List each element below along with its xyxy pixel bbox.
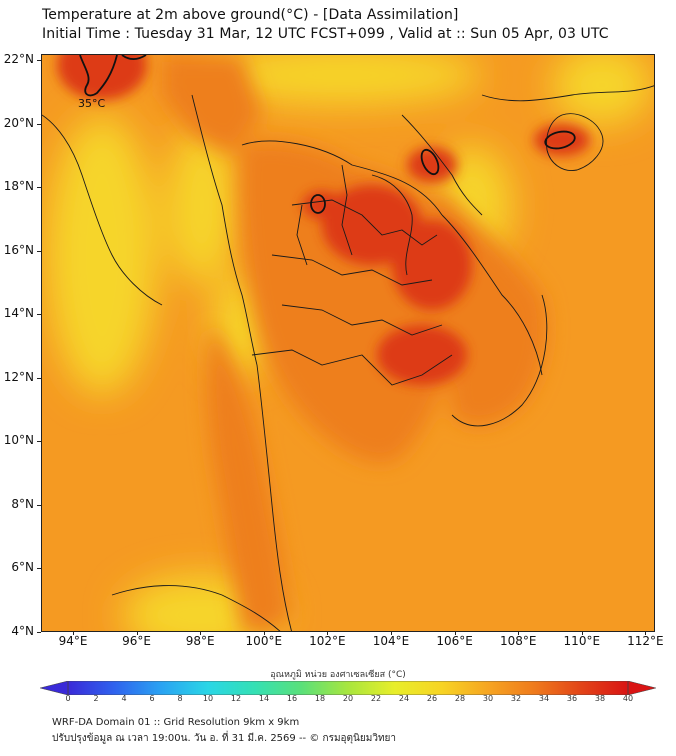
lat-label: 6°N xyxy=(11,560,34,574)
colorbar-tick-label: 38 xyxy=(594,694,606,703)
lat-tick xyxy=(37,187,41,188)
lat-label: 22°N xyxy=(3,52,34,66)
lat-tick xyxy=(37,123,41,125)
colorbar-tick-label: 34 xyxy=(538,694,550,703)
lon-label: 108°E xyxy=(499,634,537,648)
colorbar-tick-label: 22 xyxy=(370,694,382,703)
colorbar-right-arrow xyxy=(628,681,656,695)
colorbar-gradient xyxy=(68,681,628,695)
lon-label: 112°E xyxy=(627,634,664,648)
colorbar-tick-label: 32 xyxy=(510,694,522,703)
lon-label: 106°E xyxy=(436,634,473,648)
lat-tick xyxy=(37,568,41,569)
35c-contours xyxy=(79,55,576,214)
colorbar-tick-label: 4 xyxy=(121,694,127,703)
lon-label: 96°E xyxy=(122,634,152,648)
lat-label: 14°N xyxy=(3,306,34,320)
lon-tick xyxy=(391,631,392,635)
colorbar-tick-label: 14 xyxy=(258,694,270,703)
lon-label: 110°E xyxy=(563,634,601,648)
lon-tick xyxy=(200,631,202,635)
temperature-map: 35°C xyxy=(41,54,655,632)
colorbar-tick-label: 24 xyxy=(398,694,410,703)
colorbar-tick-label: 8 xyxy=(177,694,183,703)
lat-tick xyxy=(37,314,41,315)
footer-model-info: WRF-DA Domain 01 :: Grid Resolution 9km … xyxy=(52,717,300,728)
colorbar-tick-label: 0 xyxy=(65,694,71,703)
lon-label: 94°E xyxy=(58,634,88,648)
colorbar-tick-label: 36 xyxy=(566,694,578,703)
lat-label: 18°N xyxy=(3,179,34,193)
lat-tick xyxy=(37,60,41,61)
lon-label: 100°E xyxy=(245,634,283,648)
colorbar-tick-label: 28 xyxy=(454,694,466,703)
lat-label: 20°N xyxy=(3,115,34,130)
colorbar-tick-label: 26 xyxy=(426,694,438,703)
lat-label: 4°N xyxy=(11,623,34,638)
contour-label-35c: 35°C xyxy=(78,97,105,110)
lat-tick xyxy=(37,377,41,379)
colorbar-left-arrow xyxy=(40,681,68,695)
lat-tick xyxy=(37,250,41,252)
lat-tick xyxy=(37,441,41,442)
colorbar-tick-label: 30 xyxy=(482,694,494,703)
lat-label: 12°N xyxy=(3,369,34,384)
colorbar-tick-label: 18 xyxy=(314,694,326,703)
colorbar-tick-label: 2 xyxy=(93,694,99,703)
lat-label: 10°N xyxy=(3,433,34,447)
lon-tick xyxy=(581,631,583,635)
colorbar-tick-label: 12 xyxy=(230,694,242,703)
lon-tick xyxy=(454,631,456,635)
lon-tick xyxy=(645,631,647,635)
colorbar xyxy=(39,680,657,699)
colorbar-tick-label: 6 xyxy=(149,694,155,703)
lon-tick xyxy=(327,631,329,635)
lat-tick xyxy=(37,504,41,506)
lat-label: 16°N xyxy=(3,242,34,257)
country-and-province-borders xyxy=(42,85,654,631)
lon-tick xyxy=(263,631,265,635)
lon-tick xyxy=(136,631,138,635)
colorbar-tick-label: 10 xyxy=(202,694,214,703)
colorbar-tick-label: 16 xyxy=(286,694,298,703)
lon-tick xyxy=(73,631,74,635)
colorbar-tick-label: 40 xyxy=(622,694,634,703)
lon-label: 102°E xyxy=(309,634,346,648)
colorbar-tick-label: 20 xyxy=(342,694,354,703)
lon-tick xyxy=(518,631,520,635)
colorbar-title: อุณหภูมิ หน่วย องศาเซลเซียส (°C) xyxy=(270,670,406,680)
lon-label: 104°E xyxy=(372,634,410,648)
lat-label: 8°N xyxy=(11,496,34,511)
lon-label: 98°E xyxy=(185,634,215,648)
map-subtitle-times: Initial Time : Tuesday 31 Mar, 12 UTC FC… xyxy=(42,26,609,42)
footer-update-info: ปรับปรุงข้อมูล ณ เวลา 19:00น. วัน อ. ที่… xyxy=(52,733,397,744)
map-title: Temperature at 2m above ground(°C) - [Da… xyxy=(42,7,459,23)
lat-tick xyxy=(37,631,41,633)
